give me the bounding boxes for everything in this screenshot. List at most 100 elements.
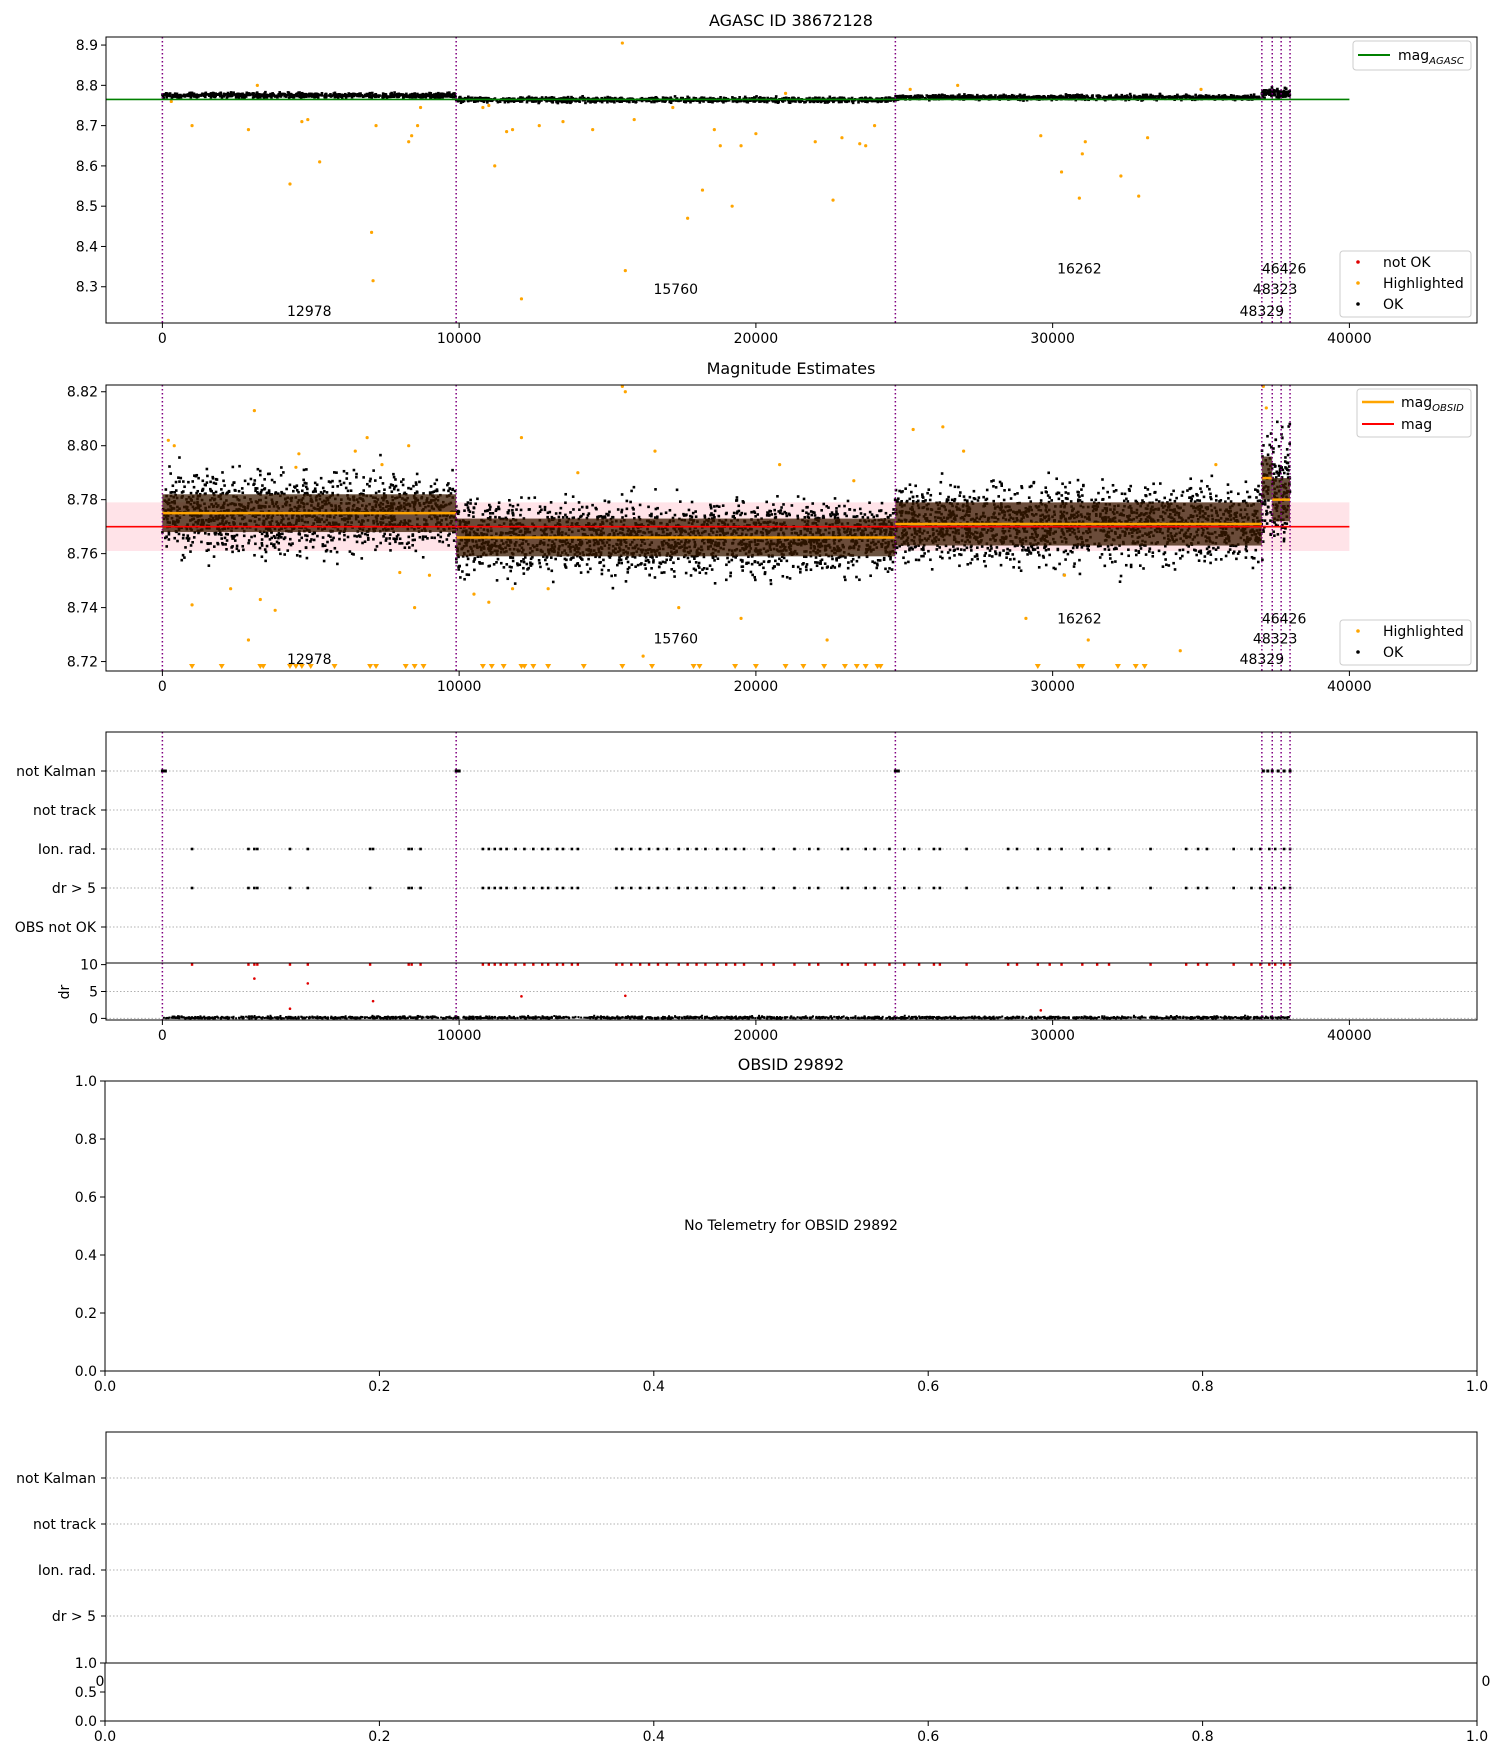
ok-point [1072,96,1075,100]
ok-point [415,483,418,486]
ok-point [1018,93,1022,97]
ok-point [762,96,765,100]
ok-point [845,100,848,104]
ok-point [392,475,396,479]
ok-point [788,101,792,105]
ok-point [656,99,660,102]
highlighted-point [739,144,743,148]
ok-point [1240,96,1244,99]
ok-point [1041,96,1045,99]
ok-point [259,94,263,98]
ok-point [836,98,840,102]
ok-point [851,101,855,105]
highlighted-point [623,269,627,273]
highlighted-point [858,142,862,146]
ok-point [673,575,676,578]
ok-point [414,481,418,484]
ok-point [551,101,554,104]
ok-point [284,95,288,98]
ok-point [858,507,862,511]
ok-point [508,97,511,100]
ok-point [753,100,757,103]
ok-point [859,512,863,515]
ok-point [365,94,369,98]
ok-point [810,513,814,517]
ok-point [1268,88,1272,92]
ok-point [268,538,272,541]
ok-point [601,517,604,520]
ok-point [724,99,728,103]
ok-point [1167,97,1171,100]
ok-point [472,100,476,103]
ok-point [383,488,386,491]
ok-point [1176,93,1179,97]
ok-point [373,479,377,482]
ok-point [936,94,940,98]
ok-point [976,93,979,97]
ok-point [516,563,520,567]
ok-point [530,96,534,100]
ok-point [975,97,979,100]
ok-point [1147,96,1151,99]
ok-point [451,468,454,472]
ok-point [569,558,573,561]
ok-point [382,492,386,495]
ok-point [457,568,460,571]
ok-point [566,99,569,103]
ok-point [556,99,560,102]
ok-point [422,492,425,495]
ok-point [581,94,584,98]
ok-point [168,465,171,468]
ok-point [163,93,167,97]
ok-point [1004,94,1007,97]
ok-point [360,557,364,560]
ok-point [342,481,346,485]
ok-point [600,100,604,104]
ok-point [808,100,812,104]
ok-point [1221,94,1224,98]
ok-point [438,97,442,100]
ok-point [300,91,304,95]
ok-point [272,535,276,538]
ok-point [1068,94,1071,97]
ok-point [618,96,622,100]
ok-point [451,530,455,534]
ok-point [287,93,291,97]
ok-point [446,483,449,487]
ok-point [572,556,575,559]
y-tick-label: 8.4 [76,239,98,255]
ok-point [218,92,221,96]
ok-point [270,478,274,482]
ok-point [1052,96,1055,100]
ok-point [847,561,850,564]
ok-point [1286,92,1290,95]
ok-point [424,95,428,99]
ok-point [357,534,361,537]
ok-point [942,96,946,100]
ok-point [243,96,246,100]
ok-point [438,95,442,98]
ok-point [1175,95,1178,99]
ok-point [1109,96,1113,99]
ok-point [508,503,512,507]
ok-point [287,96,291,100]
ok-point [348,550,352,553]
ok-point [1010,93,1014,97]
ok-point [647,505,650,509]
ok-point [439,92,443,96]
ok-point [552,96,556,100]
ok-point [263,548,267,551]
ok-point [744,512,747,516]
ok-point [1095,94,1099,98]
ok-point [324,95,328,99]
ok-point [319,476,323,480]
ok-point [1222,96,1226,100]
ok-point [628,100,631,103]
ok-point [625,557,628,560]
ok-point [311,532,315,536]
ok-point [968,94,971,97]
ok-point [616,563,619,567]
ok-point [441,96,444,99]
ok-point [742,99,745,102]
